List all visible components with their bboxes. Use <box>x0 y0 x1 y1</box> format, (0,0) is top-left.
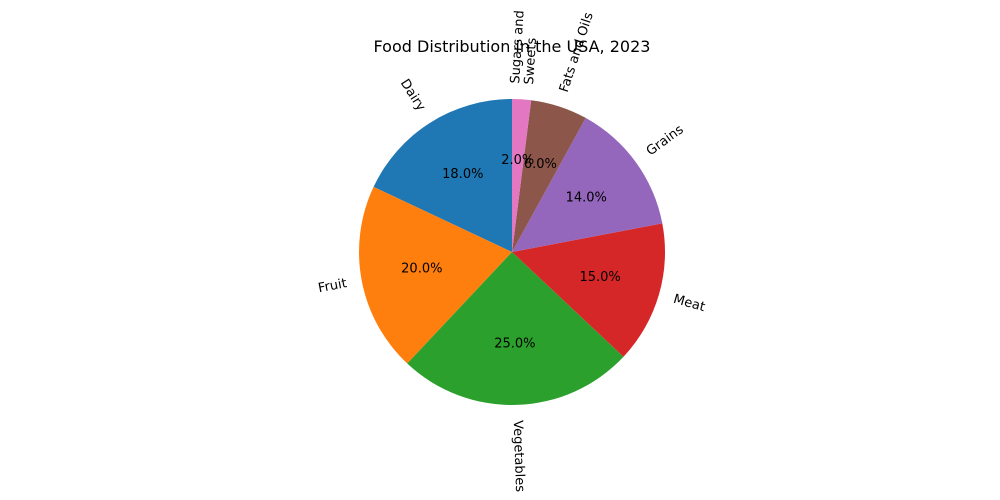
pct-label-grains: 14.0% <box>566 191 607 206</box>
pct-label-vegetables: 25.0% <box>494 336 535 351</box>
category-label-fruit: Fruit <box>317 276 348 296</box>
category-label-line: Fruit <box>317 276 348 296</box>
category-label-vegetables: Vegetables <box>510 420 527 492</box>
chart-title: Food Distribution in the USA, 2023 <box>374 37 651 56</box>
pct-label-dairy: 18.0% <box>442 167 483 182</box>
category-label-line: Dairy <box>397 77 428 115</box>
category-label-line: Vegetables <box>510 420 527 492</box>
pct-label-fruit: 20.0% <box>401 262 442 277</box>
category-label-line: Meat <box>672 292 707 315</box>
category-label-dairy: Dairy <box>397 77 428 115</box>
slices-layer <box>359 99 665 405</box>
category-label-line: Grains <box>644 122 687 159</box>
pct-label-sugars-and-sweets: 2.0% <box>501 153 534 168</box>
category-label-grains: Grains <box>644 122 687 159</box>
pct-label-meat: 15.0% <box>579 270 620 285</box>
category-label-meat: Meat <box>672 292 707 315</box>
